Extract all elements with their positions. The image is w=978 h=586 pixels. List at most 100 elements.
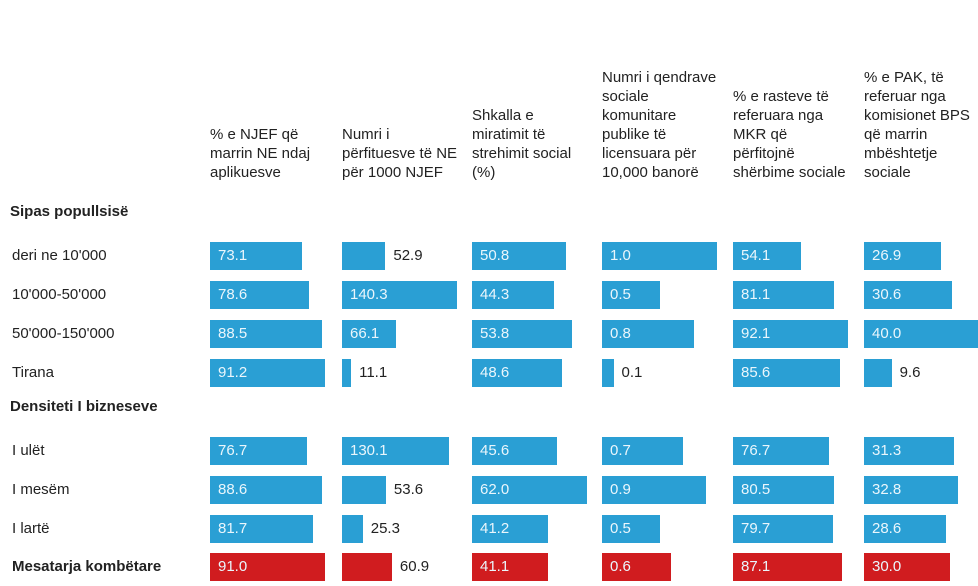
value-label: 91.2 xyxy=(218,364,248,381)
value-label: 50.8 xyxy=(480,247,510,264)
value-label: 53.8 xyxy=(480,325,510,342)
value-label: 0.8 xyxy=(610,325,631,342)
column-header: Shkalla e miratimit të strehimit social … xyxy=(472,107,572,181)
value-label: 40.0 xyxy=(872,325,902,342)
bar xyxy=(602,281,660,309)
column-header: % e PAK, të referuar nga komisionet BPS … xyxy=(864,69,970,181)
bar xyxy=(472,281,555,309)
bar xyxy=(733,515,833,543)
value-label: 130.1 xyxy=(350,442,388,459)
bar xyxy=(210,515,314,543)
value-label: 1.0 xyxy=(610,247,631,264)
bar xyxy=(733,437,829,465)
value-label: 30.6 xyxy=(872,286,902,303)
value-label: 0.9 xyxy=(610,481,631,498)
value-label: 76.7 xyxy=(218,442,248,459)
value-label: 41.2 xyxy=(480,520,510,537)
value-label: 9.6 xyxy=(899,364,921,381)
bar xyxy=(864,515,947,543)
column-header: Numri i qendrave sociale komunitare publ… xyxy=(602,69,717,181)
bar xyxy=(864,359,892,387)
row-label: deri ne 10'000 xyxy=(12,247,107,264)
value-label: 28.6 xyxy=(872,520,902,537)
value-label: 87.1 xyxy=(741,558,771,575)
value-label: 41.1 xyxy=(480,558,510,575)
value-label: 48.6 xyxy=(480,364,510,381)
bar xyxy=(733,476,834,504)
bar xyxy=(210,437,307,465)
row-label: 10'000-50'000 xyxy=(12,286,107,303)
bar xyxy=(210,476,322,504)
bar xyxy=(342,281,457,309)
value-label: 11.1 xyxy=(359,364,388,381)
value-label: 78.6 xyxy=(218,286,248,303)
bar xyxy=(472,437,557,465)
bar xyxy=(210,359,325,387)
bar xyxy=(864,242,942,270)
row-label: I mesëm xyxy=(12,481,70,498)
bar xyxy=(602,553,671,581)
bar xyxy=(472,553,549,581)
group-title: Sipas popullsisë xyxy=(10,203,129,220)
bar xyxy=(342,359,352,387)
bar xyxy=(864,281,952,309)
bar xyxy=(342,515,363,543)
bar xyxy=(602,320,694,348)
bar xyxy=(342,320,397,348)
bar xyxy=(472,242,567,270)
value-label: 76.7 xyxy=(741,442,771,459)
row-label: I lartë xyxy=(12,520,50,537)
column-header: % e NJEF që marrin NE ndaj aplikuesve xyxy=(210,126,311,181)
bar xyxy=(472,359,563,387)
value-label: 0.5 xyxy=(610,286,631,303)
column-header: Numri i përfituesve të NE për 1000 NJEF xyxy=(342,126,458,181)
bar xyxy=(342,242,386,270)
group-title: Densiteti I bizneseve xyxy=(10,398,158,415)
bar xyxy=(864,553,951,581)
bar xyxy=(733,320,848,348)
value-label: 66.1 xyxy=(350,325,380,342)
bar xyxy=(733,242,801,270)
bar xyxy=(472,515,549,543)
value-label: 45.6 xyxy=(480,442,510,459)
value-label: 62.0 xyxy=(480,481,510,498)
value-label: 80.5 xyxy=(741,481,771,498)
value-label: 26.9 xyxy=(872,247,902,264)
bar xyxy=(472,320,572,348)
bar xyxy=(210,281,310,309)
bar xyxy=(342,476,386,504)
bar xyxy=(864,437,954,465)
value-label: 81.7 xyxy=(218,520,248,537)
bar xyxy=(210,553,325,581)
row-label: I ulët xyxy=(12,442,45,459)
bar xyxy=(342,437,449,465)
value-label: 53.6 xyxy=(393,481,424,498)
bar xyxy=(733,359,840,387)
row-label: Mesatarja kombëtare xyxy=(12,558,162,575)
value-label: 0.5 xyxy=(610,520,631,537)
bar xyxy=(602,359,614,387)
bar xyxy=(864,320,978,348)
row-label: Tirana xyxy=(12,364,54,381)
value-label: 91.0 xyxy=(218,558,248,575)
value-label: 32.8 xyxy=(872,481,902,498)
bar xyxy=(864,476,959,504)
bar xyxy=(602,242,717,270)
bar xyxy=(733,553,842,581)
column-header: % e rasteve të referuara nga MKR që përf… xyxy=(733,88,846,181)
value-label: 92.1 xyxy=(741,325,771,342)
value-label: 30.0 xyxy=(872,558,902,575)
value-label: 79.7 xyxy=(741,520,771,537)
value-label: 85.6 xyxy=(741,364,771,381)
value-label: 31.3 xyxy=(872,442,902,459)
value-label: 88.6 xyxy=(218,481,248,498)
value-label: 54.1 xyxy=(741,247,771,264)
value-label: 88.5 xyxy=(218,325,248,342)
bar xyxy=(733,281,835,309)
bar xyxy=(210,320,322,348)
value-label: 0.7 xyxy=(610,442,631,459)
value-label: 25.3 xyxy=(370,520,400,537)
value-label: 44.3 xyxy=(480,286,510,303)
bar xyxy=(602,437,683,465)
